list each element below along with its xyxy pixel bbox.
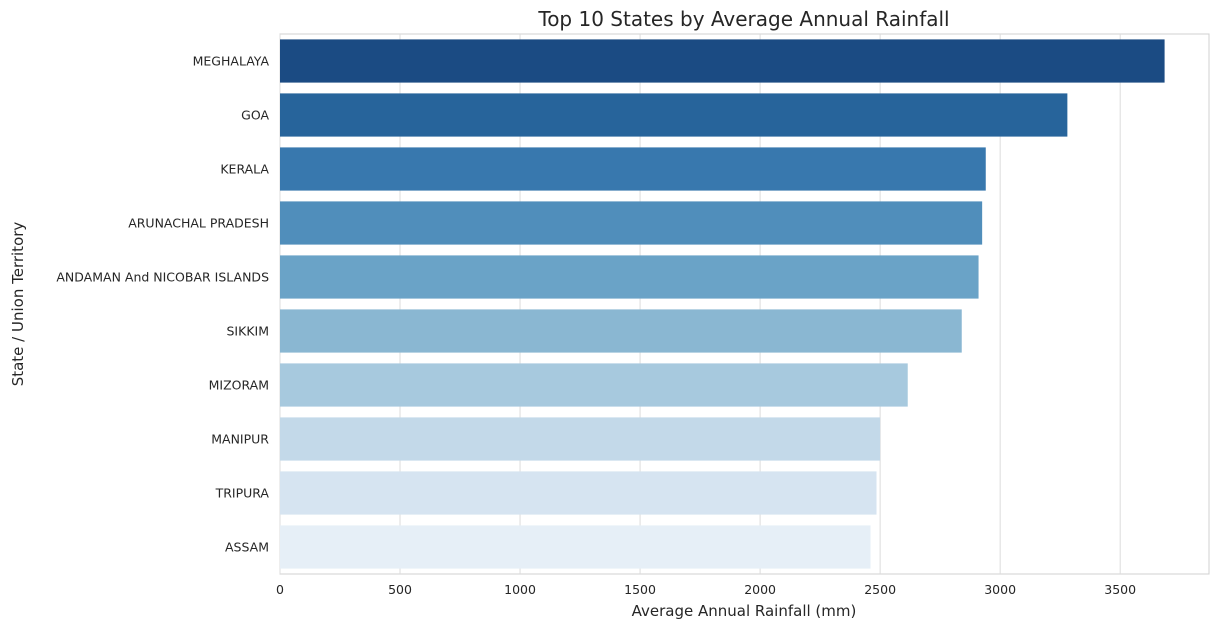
bar-andaman-and-nicobar-islands <box>280 255 979 299</box>
bar-manipur <box>280 417 881 461</box>
x-tick-label: 3000 <box>984 582 1016 597</box>
y-axis-title: State / Union Territory <box>9 222 27 387</box>
bar-meghalaya <box>280 39 1165 83</box>
y-tick-label: MEGHALAYA <box>193 54 270 69</box>
x-tick-label: 1000 <box>504 582 536 597</box>
y-tick-label: GOA <box>241 108 269 123</box>
x-tick-label: 1500 <box>624 582 656 597</box>
bar-kerala <box>280 147 986 191</box>
x-tick-label: 2500 <box>864 582 896 597</box>
x-tick-label: 500 <box>388 582 412 597</box>
bar-goa <box>280 93 1068 137</box>
y-tick-label: SIKKIM <box>227 324 270 339</box>
chart-title: Top 10 States by Average Annual Rainfall <box>537 7 949 31</box>
x-tick-label: 0 <box>276 582 284 597</box>
bar-tripura <box>280 471 877 515</box>
y-tick-label: KERALA <box>220 162 269 177</box>
y-tick-label: MIZORAM <box>209 378 269 393</box>
bar-sikkim <box>280 309 962 353</box>
x-axis-title: Average Annual Rainfall (mm) <box>632 602 857 620</box>
y-tick-label: ASSAM <box>225 540 269 555</box>
x-tick-label: 3500 <box>1104 582 1136 597</box>
bars <box>280 39 1165 569</box>
x-tick-labels: 0 500 1000 1500 2000 2500 3000 3500 <box>276 582 1136 597</box>
x-tick-label: 2000 <box>744 582 776 597</box>
y-tick-label: ANDAMAN And NICOBAR ISLANDS <box>56 270 269 285</box>
y-tick-label: TRIPURA <box>215 486 270 501</box>
y-tick-labels: MEGHALAYA GOA KERALA ARUNACHAL PRADESH ANDAM… <box>56 54 269 555</box>
y-tick-label: MANIPUR <box>211 432 269 447</box>
bar-arunachal-pradesh <box>280 201 983 245</box>
bar-assam <box>280 525 871 569</box>
y-tick-label: ARUNACHAL PRADESH <box>128 216 269 231</box>
bar-mizoram <box>280 363 908 407</box>
